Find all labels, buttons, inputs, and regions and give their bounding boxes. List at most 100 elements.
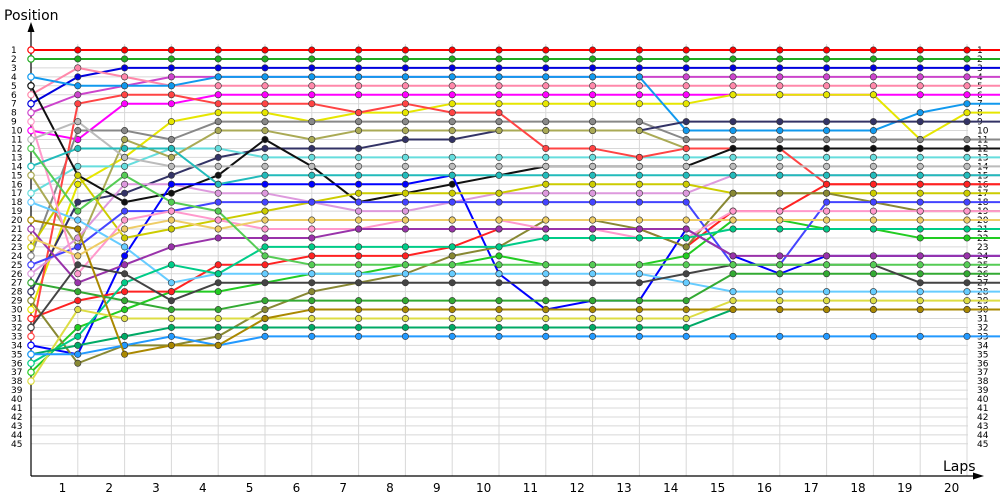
series-point xyxy=(869,136,877,144)
series-point xyxy=(869,82,877,90)
series-point xyxy=(635,64,643,72)
series-point xyxy=(869,55,877,63)
series-point xyxy=(308,252,316,260)
series-point xyxy=(121,234,129,242)
series-point xyxy=(214,225,222,233)
series-point xyxy=(589,171,597,179)
series-point xyxy=(682,136,690,144)
series-point xyxy=(869,91,877,99)
series-point xyxy=(963,279,971,287)
series-point xyxy=(27,73,35,81)
lap-label: 11 xyxy=(523,481,538,495)
series-point xyxy=(121,64,129,72)
series-point xyxy=(635,297,643,305)
series-point xyxy=(401,323,409,331)
series-line xyxy=(30,93,1000,310)
series-point xyxy=(27,350,35,359)
position-label-right: 23 xyxy=(977,243,988,253)
series-line xyxy=(30,120,1000,257)
series-point xyxy=(963,180,971,188)
position-label-right: 45 xyxy=(977,440,988,450)
series-point xyxy=(355,171,363,179)
series-point xyxy=(401,198,409,206)
lap-label: 2 xyxy=(105,481,113,495)
position-label-left: 32 xyxy=(11,323,22,333)
series-point xyxy=(729,207,737,215)
series-point xyxy=(869,252,877,260)
series-point xyxy=(729,153,737,161)
series-point xyxy=(74,216,82,224)
series-point xyxy=(167,189,175,197)
series-point xyxy=(167,144,175,152)
series-point xyxy=(495,216,503,224)
series-25 xyxy=(27,225,1000,287)
lap-label: 14 xyxy=(663,481,678,495)
position-label-left: 5 xyxy=(11,82,17,92)
series-point xyxy=(401,55,409,63)
series-point xyxy=(167,297,175,305)
series-point xyxy=(448,189,456,197)
series-point xyxy=(682,261,690,269)
series-point xyxy=(401,153,409,161)
series-point xyxy=(542,270,550,278)
series-point xyxy=(401,64,409,72)
series-point xyxy=(963,189,971,197)
series-point xyxy=(308,100,316,108)
series-point xyxy=(869,73,877,81)
series-point xyxy=(121,350,129,358)
series-point xyxy=(589,314,597,322)
series-point xyxy=(401,225,409,233)
series-point xyxy=(916,306,924,314)
series-point xyxy=(916,279,924,287)
series-33 xyxy=(27,216,1000,358)
series-point xyxy=(916,171,924,179)
series-point xyxy=(635,225,643,233)
series-point xyxy=(635,46,643,54)
position-label-left: 10 xyxy=(11,127,23,137)
series-point xyxy=(963,297,971,305)
series-point xyxy=(495,261,503,269)
position-label-left: 21 xyxy=(11,225,22,235)
series-point xyxy=(74,243,82,251)
series-point xyxy=(401,207,409,215)
series-point xyxy=(121,73,129,81)
lap-label: 7 xyxy=(339,481,347,495)
series-point xyxy=(261,136,269,144)
lap-label: 1 xyxy=(59,481,67,495)
series-point xyxy=(589,332,597,340)
series-point xyxy=(823,216,831,224)
series-point xyxy=(74,350,82,358)
series-point xyxy=(635,100,643,108)
x-axis-title: Laps xyxy=(943,459,976,475)
series-point xyxy=(27,368,35,377)
series-point xyxy=(589,82,597,90)
series-point xyxy=(27,314,35,323)
series-point xyxy=(448,136,456,144)
series-point xyxy=(74,127,82,135)
series-point xyxy=(261,198,269,206)
series-point xyxy=(916,118,924,126)
series-line xyxy=(30,299,1000,382)
series-point xyxy=(682,216,690,224)
series-point xyxy=(823,297,831,305)
series-point xyxy=(729,216,737,224)
position-label-left: 28 xyxy=(11,288,23,298)
series-line xyxy=(30,120,1000,168)
series-point xyxy=(963,234,971,242)
series-point xyxy=(261,91,269,99)
series-point xyxy=(214,306,222,314)
series-point xyxy=(261,82,269,90)
series-point xyxy=(355,162,363,170)
series-point xyxy=(776,153,784,161)
series-point xyxy=(401,180,409,188)
series-point xyxy=(308,225,316,233)
series-point xyxy=(261,109,269,117)
series-point xyxy=(121,153,129,161)
series-point xyxy=(308,297,316,305)
series-point xyxy=(963,171,971,179)
series-point xyxy=(167,162,175,170)
series-point xyxy=(27,332,35,341)
series-point xyxy=(682,314,690,322)
series-point xyxy=(308,153,316,161)
